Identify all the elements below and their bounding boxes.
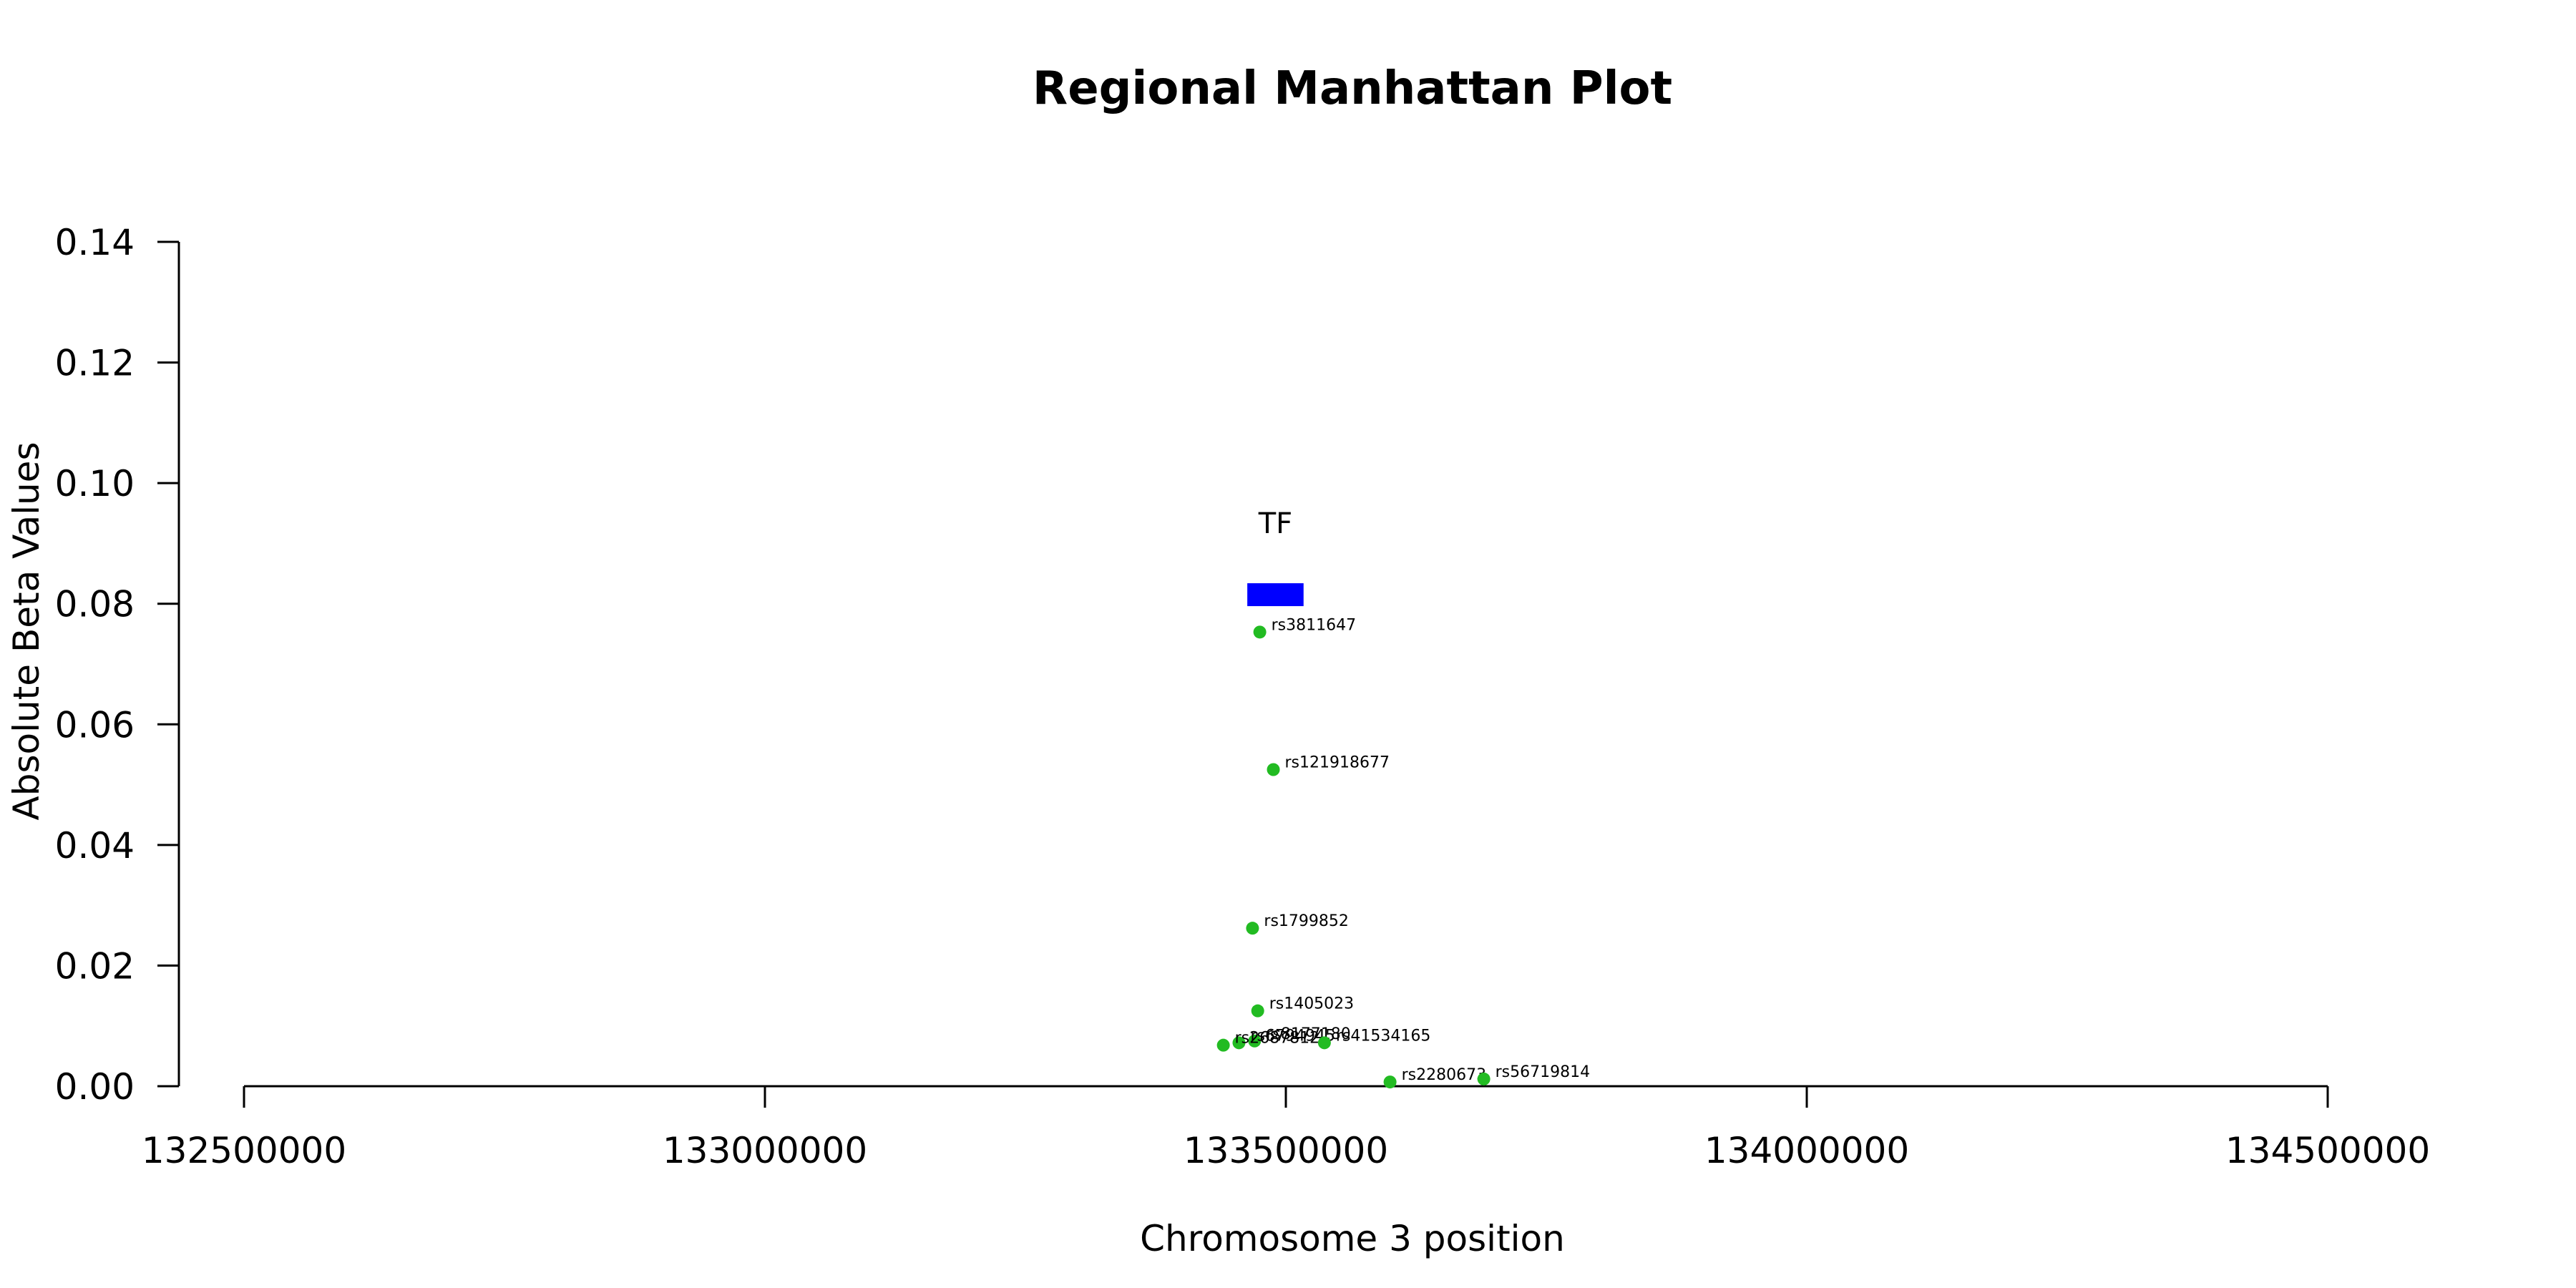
y-axis-label: Absolute Beta Values [6,442,47,821]
y-tick-label: 0.00 [55,1066,135,1108]
x-tick-label: 132500000 [142,1130,346,1171]
y-tick-label: 0.10 [55,463,135,504]
snp-point [1232,1036,1246,1050]
snp-label: rs41534165 [1336,1027,1430,1045]
chart-title: Regional Manhattan Plot [1033,62,1672,115]
x-tick-label: 134000000 [1704,1130,1909,1171]
snp-point [1253,625,1267,639]
snp-label: rs121918677 [1285,754,1390,772]
gene-bar [1247,583,1304,607]
y-tick-label: 0.14 [55,222,135,263]
snp-point [1477,1072,1491,1085]
snp-label: rs2687812 [1235,1030,1320,1048]
snp-point [1251,1004,1264,1018]
snp-label: rs8177180 [1266,1025,1351,1043]
x-tick-label: 133000000 [663,1130,867,1171]
x-axis-label: Chromosome 3 position [1140,1218,1565,1259]
snp-point [1317,1036,1331,1050]
snp-label: rs1405023 [1269,995,1355,1013]
snp-point [1267,763,1280,776]
snp-label: rs1799852 [1264,912,1349,930]
snp-point [1383,1075,1397,1089]
y-tick-label: 0.02 [55,945,135,987]
snp-label: rs2280673 [1402,1066,1487,1084]
gene-label: TF [1258,507,1292,540]
y-tick-label: 0.04 [55,825,135,867]
snp-label: rs56719814 [1496,1063,1590,1081]
x-tick-label: 133500000 [1184,1130,1388,1171]
snp-point [1246,922,1259,935]
y-tick-label: 0.08 [55,584,135,625]
snp-point [1248,1034,1262,1048]
snp-point [1216,1038,1230,1052]
y-tick-label: 0.12 [55,343,135,384]
plot-area: 0.00 0.02 0.04 0.06 0.08 0.10 0.12 0.14 13250000… [55,222,2430,1171]
x-tick-label: 134500000 [2225,1130,2430,1171]
y-tick-label: 0.06 [55,704,135,746]
snp-label: rs3811647 [1272,616,1357,634]
